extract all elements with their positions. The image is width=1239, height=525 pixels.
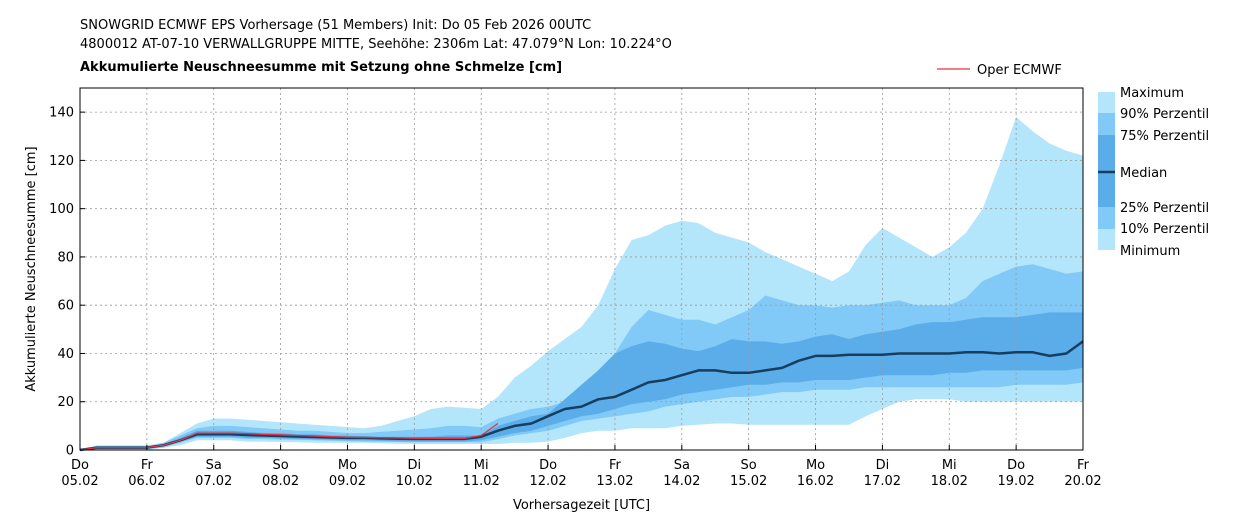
x-tick-date: 14.02	[663, 474, 700, 489]
percentile-bands	[80, 117, 1083, 450]
x-tick-date: 15.02	[730, 474, 767, 489]
y-tick-label: 80	[57, 250, 74, 265]
y-tick-label: 60	[57, 299, 74, 314]
median-line	[79, 340, 1084, 452]
x-tick-day: Mo	[806, 458, 825, 473]
x-tick-day: Sa	[206, 458, 222, 473]
x-tick-date: 12.02	[529, 474, 566, 489]
x-tick-date: 06.02	[128, 474, 165, 489]
chart-header-line2: 4800012 AT-07-10 VERWALLGRUPPE MITTE, Se…	[80, 37, 672, 52]
y-tick-label: 20	[57, 395, 74, 410]
x-tick-date: 05.02	[61, 474, 98, 489]
y-tick-label: 100	[49, 202, 74, 217]
legend-minimum-label: Minimum	[1120, 244, 1180, 259]
x-tick-day: Do	[539, 458, 557, 473]
y-tick-label: 40	[57, 347, 74, 362]
x-tick-day: Mo	[338, 458, 357, 473]
x-tick-date: 07.02	[195, 474, 232, 489]
y-tick-label: 0	[66, 444, 74, 459]
x-tick-date: 09.02	[329, 474, 366, 489]
legend-swatch-minmax-lower	[1098, 229, 1115, 250]
x-tick-date: 16.02	[797, 474, 834, 489]
x-tick-date: 08.02	[262, 474, 299, 489]
x-tick-date: 11.02	[463, 474, 500, 489]
x-tick-day: So	[741, 458, 757, 473]
plot-frame	[79, 87, 1084, 451]
x-tick-day: Do	[1007, 458, 1025, 473]
x-tick-day: Fr	[141, 458, 154, 473]
x-tick-date: 10.02	[396, 474, 433, 489]
legend-p10-label: 10% Perzentil	[1120, 222, 1209, 237]
legend-swatch-p25-p10	[1098, 207, 1115, 229]
x-tick-day: Do	[71, 458, 89, 473]
x-tick-day: Mi	[942, 458, 957, 473]
y-tick-label: 120	[49, 154, 74, 169]
x-tick-day: Fr	[1077, 458, 1090, 473]
x-axis-ticks: Do05.02Fr06.02Sa07.02So08.02Mo09.02Di10.…	[61, 445, 1102, 489]
legend-maximum-label: Maximum	[1120, 86, 1184, 101]
legend-p75-label: 75% Perzentil	[1120, 129, 1209, 144]
x-tick-date: 19.02	[998, 474, 1035, 489]
oper-ecmwf-line	[79, 422, 499, 451]
x-axis-label: Vorhersagezeit [UTC]	[513, 498, 650, 513]
x-tick-day: So	[272, 458, 288, 473]
x-tick-date: 18.02	[931, 474, 968, 489]
x-tick-date: 13.02	[596, 474, 633, 489]
band-p25-p75	[80, 312, 1083, 450]
x-tick-day: Fr	[609, 458, 622, 473]
x-tick-day: Di	[876, 458, 890, 473]
x-tick-date: 20.02	[1064, 474, 1101, 489]
chart-header-line1: SNOWGRID ECMWF EPS Vorhersage (51 Member…	[80, 18, 592, 33]
legend-swatch-minmax-upper	[1098, 92, 1115, 113]
legend-p90-label: 90% Perzentil	[1120, 107, 1209, 122]
x-tick-day: Mi	[474, 458, 489, 473]
grid-lines	[80, 88, 1083, 450]
x-tick-day: Di	[408, 458, 422, 473]
legend: Oper ECMWF Maximum 90% Perzentil 75% Per…	[937, 63, 1209, 259]
chart-title: Akkumulierte Neuschneesumme mit Setzung …	[80, 60, 563, 75]
legend-oper-label: Oper ECMWF	[977, 63, 1062, 78]
x-tick-date: 17.02	[864, 474, 901, 489]
legend-p25-label: 25% Perzentil	[1120, 201, 1209, 216]
legend-median-label: Median	[1120, 166, 1167, 181]
x-tick-day: Sa	[674, 458, 690, 473]
legend-swatch-p90-p75	[1098, 113, 1115, 135]
y-tick-label: 140	[49, 106, 74, 121]
series-lines	[79, 340, 1084, 452]
band-p10-p90	[80, 264, 1083, 450]
y-axis-ticks: 0 20 40 60 80 100 120 140	[49, 106, 85, 459]
y-axis-label: Akkumulierte Neuschneesumme [cm]	[24, 146, 39, 391]
